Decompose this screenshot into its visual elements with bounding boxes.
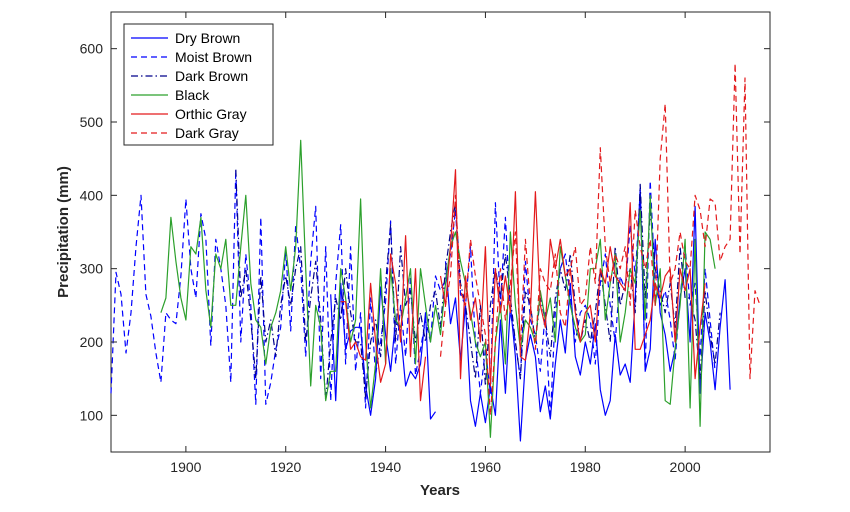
legend-label: Dark Brown <box>175 68 248 84</box>
legend-items: Dry Brown Moist Brown Dark Brown Black Orthi… <box>131 30 252 141</box>
x-axis-title: Years <box>420 482 460 499</box>
legend-label: Orthic Gray <box>175 106 247 122</box>
y-tick-label: 100 <box>80 407 104 423</box>
legend-box <box>123 23 274 146</box>
legend-label: Dark Gray <box>175 125 239 141</box>
y-tick-label: 200 <box>80 334 104 350</box>
legend-label: Moist Brown <box>175 49 252 65</box>
axes-layer: 1900 1920 1940 1960 1980 2000 100 200 300 400 500 6… <box>80 12 770 475</box>
series-line-2 <box>110 169 716 420</box>
y-axis-title: Precipitation (mm) <box>55 166 72 298</box>
x-tick-label: 2000 <box>670 459 701 475</box>
y-tick-label: 600 <box>80 41 104 57</box>
series-line-4 <box>160 139 716 438</box>
x-tick-label: 1920 <box>270 459 301 475</box>
y-tick-label: 500 <box>80 114 104 130</box>
legend: Dry Brown Moist Brown Dark Brown Black Orthi… <box>123 23 274 146</box>
x-tick-label: 1980 <box>570 459 601 475</box>
legend-label: Black <box>175 87 210 103</box>
x-tick-label: 1940 <box>370 459 401 475</box>
legend-label: Dry Brown <box>175 30 240 46</box>
series-line-3 <box>235 169 721 402</box>
x-tick-label: 1960 <box>470 459 501 475</box>
series-layer <box>110 62 761 442</box>
x-tick-label: 1900 <box>170 459 201 475</box>
series-line-6 <box>439 62 761 416</box>
y-tick-label: 400 <box>80 187 104 203</box>
series-line-5 <box>340 169 706 402</box>
y-tick-label: 300 <box>80 261 104 277</box>
